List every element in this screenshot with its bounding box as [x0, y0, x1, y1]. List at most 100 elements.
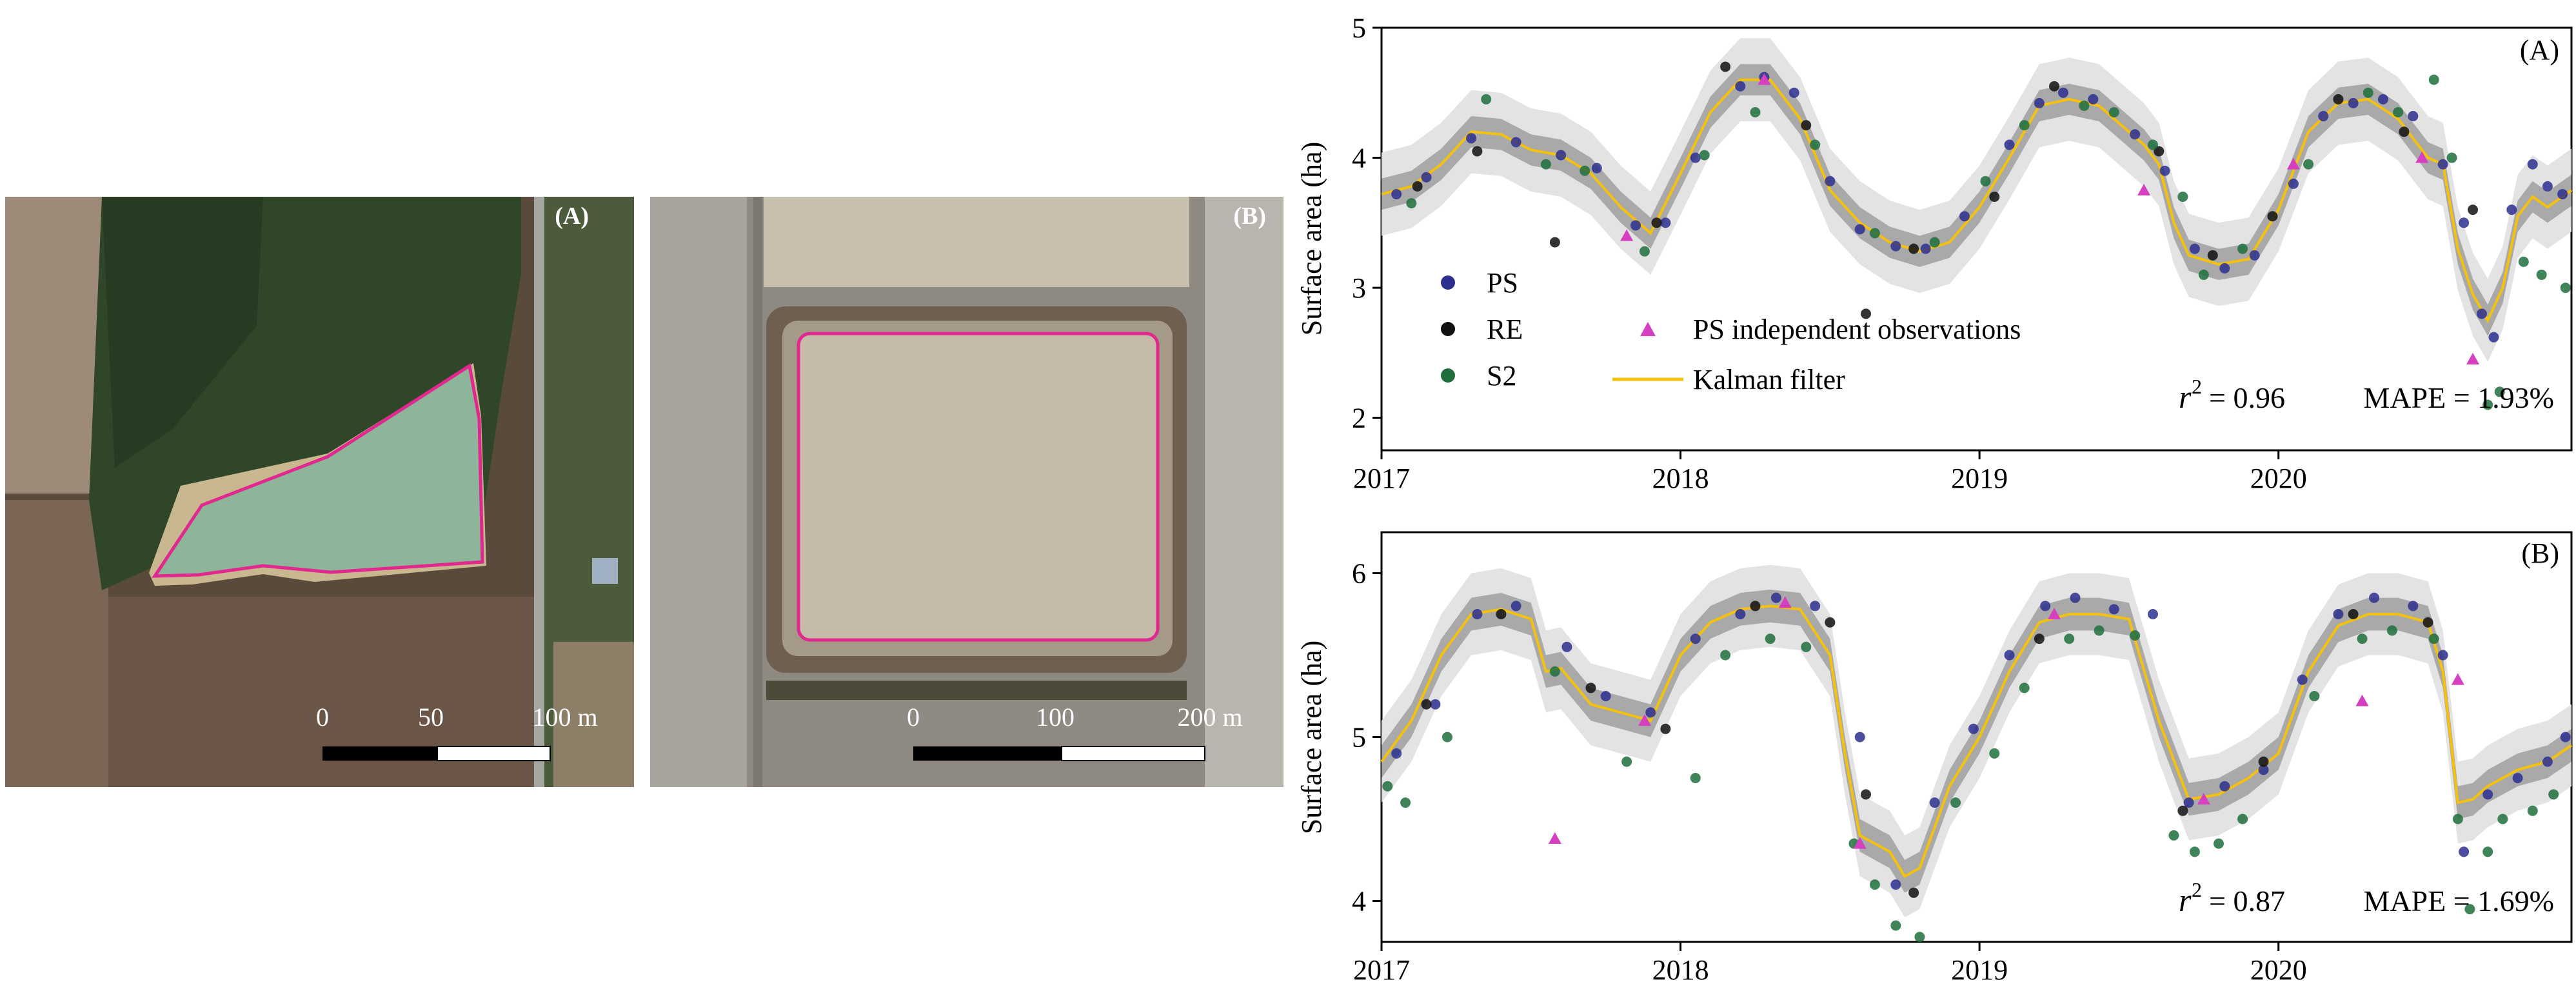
satellite-image-b-svg: (B) 0 100 200 m	[650, 197, 1283, 787]
chart-a-point-s2-10	[1980, 175, 1991, 186]
chart-b-kalman-line	[1380, 604, 2573, 879]
chart-b-point-s2-32	[2548, 789, 2559, 800]
chart-a-r2-symbol: r	[2179, 379, 2192, 415]
chart-a-point-s2-2	[1540, 159, 1551, 170]
legend-re-label: RE	[1487, 314, 1523, 345]
chart-b-point-s0-29	[2482, 789, 2493, 800]
chart-b-point-s0-28	[2459, 846, 2470, 857]
chart-b-ytick-label-0: 4	[1352, 886, 1366, 917]
chart-b-yticks: 4 5 6	[1352, 558, 1382, 917]
chart-b-point-s1-11	[2348, 609, 2359, 619]
chart-a-point-s2-7	[1810, 139, 1821, 150]
chart-b-point-s2-1	[1400, 797, 1411, 808]
scale-bar-black	[322, 746, 437, 761]
road	[534, 197, 544, 787]
chart-a-point-s2-12	[2079, 100, 2090, 111]
chart-b-point-s0-7	[1690, 634, 1701, 644]
chart-b-point-s2-20	[2189, 846, 2200, 857]
bare-field	[5, 197, 102, 494]
chart-a-point-s3-3	[2286, 157, 2300, 170]
chart-b-point-s0-17	[2070, 592, 2081, 603]
scale-tick-a-2: 100 m	[532, 703, 597, 732]
chart-b-point-s2-26	[2428, 634, 2439, 644]
chart-a-point-s0-29	[2377, 94, 2388, 105]
chart-a-ytick-label-0: 2	[1352, 403, 1366, 434]
chart-a-point-s0-5	[1591, 163, 1602, 174]
chart-a-point-s0-30	[2408, 111, 2419, 122]
legend-kalman-label: Kalman filter	[1693, 364, 1845, 395]
chart-b-point-s0-3	[1511, 601, 1521, 612]
chart-b: 2017 2018 2019 2020 4 5 6 Surface area (ha) (…	[1296, 531, 2573, 986]
chart-a-point-s2-8	[1869, 228, 1880, 239]
chart-a-point-s2-18	[2303, 159, 2314, 170]
chart-b-ytick-label-2: 6	[1352, 558, 1366, 590]
scale-tick-b-0: 0	[907, 703, 920, 732]
chart-b-point-s0-11	[1854, 732, 1865, 743]
chart-b-point-s0-8	[1735, 609, 1746, 619]
chart-a-point-s0-8	[1690, 152, 1701, 163]
chart-b-xtick-label-0: 2017	[1353, 954, 1410, 986]
chart-a-point-s2-17	[2237, 243, 2248, 254]
chart-a-point-s1-2	[1549, 237, 1560, 248]
chart-b-point-s0-5	[1600, 691, 1611, 701]
chart-a-point-s0-24	[2219, 263, 2230, 274]
chart-a-point-s2-25	[2518, 256, 2529, 267]
satellite-image-a-svg: (A) 0 50 100 m	[5, 197, 634, 787]
legend-s2-marker	[1441, 368, 1455, 383]
chart-b-point-s2-13	[1950, 797, 1961, 808]
lower-left-field	[5, 500, 108, 787]
chart-b-point-s2-2	[1442, 732, 1452, 743]
chart-a-point-s2-1	[1481, 94, 1492, 105]
chart-a-point-s2-13	[2108, 107, 2119, 117]
chart-b-point-s2-24	[2357, 634, 2368, 644]
chart-a-ytick-label-1: 3	[1352, 272, 1366, 304]
chart-b-point-s2-7	[1765, 634, 1776, 644]
chart-a-point-s0-14	[1890, 241, 1901, 252]
chart-a-point-s2-9	[1929, 237, 1940, 248]
chart-b-point-s0-25	[2369, 592, 2380, 603]
chart-b-point-s3-4	[2048, 608, 2061, 619]
chart-a-r2-exponent: 2	[2192, 375, 2202, 398]
chart-a-mape: MAPE = 1.93%	[2363, 381, 2554, 414]
chart-b-point-s0-21	[2219, 781, 2230, 792]
chart-a-point-s0-36	[2527, 159, 2538, 170]
chart-b-mape: MAPE = 1.69%	[2363, 884, 2554, 917]
chart-b-point-s2-5	[1690, 773, 1701, 783]
chart-b-kalman-path	[1380, 604, 2573, 879]
chart-b-point-s3-3	[1853, 837, 1867, 849]
scale-bar-white	[437, 746, 551, 761]
chart-b-r2-exponent: 2	[2192, 878, 2202, 901]
chart-a-point-s0-13	[1854, 224, 1865, 235]
chart-a-point-s0-11	[1788, 87, 1799, 98]
chart-b-point-s0-10	[1810, 601, 1821, 612]
chart-a-xtick-label-1: 2018	[1652, 463, 1709, 494]
chart-b-point-s0-0	[1391, 748, 1402, 759]
scale-bar-black	[913, 746, 1062, 761]
chart-b-point-s2-6	[1720, 650, 1731, 661]
legend-independent-marker	[1640, 322, 1656, 336]
field-road	[753, 197, 762, 787]
chart-a-point-s0-6	[1630, 220, 1641, 231]
chart-b-point-s0-12	[1890, 879, 1901, 890]
chart-a-kalman-path	[1381, 78, 2573, 323]
chart-b-point-s2-14	[1989, 748, 2000, 759]
ditch	[766, 681, 1187, 700]
chart-a-point-s2-0	[1406, 198, 1417, 209]
chart-b-point-s3-7	[2451, 673, 2464, 685]
chart-b-point-s2-12	[1914, 932, 1925, 943]
chart-b-point-s3-6	[2355, 694, 2369, 706]
chart-b-point-s1-7	[1908, 887, 1919, 898]
chart-b-point-s3-0	[1548, 832, 1561, 844]
chart-a-ytick-label-3: 5	[1352, 12, 1366, 44]
chart-b-point-s2-11	[1890, 920, 1901, 931]
chart-a-point-s1-0	[1412, 181, 1423, 192]
chart-b-point-s0-19	[2148, 609, 2159, 619]
chart-a-points	[1391, 61, 2571, 410]
chart-a-point-s0-2	[1466, 133, 1477, 144]
chart-a-point-s0-31	[2437, 159, 2448, 170]
chart-a-point-s3-2	[2137, 183, 2151, 195]
chart-a-xticks: 2017 2018 2019 2020	[1353, 450, 2307, 494]
chart-a-ylabel: Surface area (ha)	[1296, 142, 1327, 335]
